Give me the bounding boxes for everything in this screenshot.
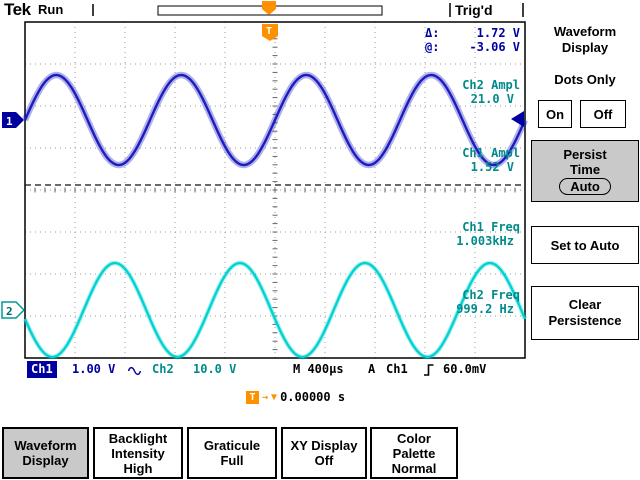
acquisition-status: Run (38, 2, 64, 17)
measurement-label: Ch1 Freq (462, 220, 520, 234)
cursor-delta-row: Δ: 1.72 V (425, 26, 520, 40)
trigger-time-row: T → ▼ 0.00000 s (246, 390, 345, 404)
scope-canvas: 1 2 T (1, 1, 528, 360)
trigger-arrow-icon: → (262, 391, 269, 403)
trigger-position-pointer-icon: ▼ (271, 391, 278, 403)
measurement-value: 1.52 V (470, 160, 514, 174)
svg-text:T: T (266, 26, 272, 37)
bottom-menu-waveform-display[interactable]: Waveform Display (2, 427, 89, 479)
measurement-label: Ch1 Ampl (462, 146, 520, 160)
trigger-t-icon: T (246, 390, 259, 404)
trigger-position-bar (157, 5, 383, 16)
measurement-ch1-freq: Ch1 Freq 1.003kHz (390, 220, 520, 248)
persist-time-label-line1: Persist (563, 147, 607, 162)
trigger-status: Trig'd (455, 2, 493, 18)
set-to-auto-button[interactable]: Set to Auto (531, 226, 639, 264)
measurement-label: Ch2 Freq (462, 288, 520, 302)
ch1-position-marker (2, 112, 24, 128)
timebase-readout: M 400µs (293, 362, 344, 376)
side-menu-title: Waveform Display (553, 24, 617, 55)
trigger-level-t-marker (262, 24, 278, 41)
measurement-value: 999.2 Hz (456, 302, 514, 316)
ch2-label: Ch2 (152, 362, 174, 376)
cursor-readouts: Δ: 1.72 V @: -3.06 V (425, 26, 520, 54)
bottom-menu-graticule[interactable]: Graticule Full (187, 427, 277, 479)
bottom-menu-backlight-intensity[interactable]: Backlight Intensity High (93, 427, 183, 479)
dots-only-on-button[interactable]: On (538, 100, 572, 128)
persist-time-label-line2: Time (569, 162, 601, 177)
bottom-menu-xy-display[interactable]: XY Display Off (281, 427, 367, 479)
ch1-coupling-icon (128, 366, 141, 376)
cursor-at-row: @: -3.06 V (425, 40, 520, 54)
trigger-source-prefix: A (368, 362, 376, 376)
trigger-top-marker-icon (262, 1, 276, 15)
trigger-level: 60.0mV (443, 362, 487, 376)
ch1-channel-badge: Ch1 (27, 361, 57, 378)
bottom-menu-color-palette[interactable]: Color Palette Normal (370, 427, 458, 479)
ch1-scale: 1.00 V (72, 362, 116, 376)
right-reference-arrow (511, 111, 524, 127)
cursor-at-value: -3.06 V (469, 40, 520, 54)
measurement-ch1-ampl: Ch1 Ampl 1.52 V (390, 146, 520, 174)
brand-logo: Tek (4, 0, 31, 19)
trigger-time-offset: 0.00000 s (280, 390, 346, 404)
cursor-at-label: @: (425, 40, 440, 54)
rising-edge-icon (424, 364, 434, 376)
ch2-position-marker (1, 301, 26, 319)
persist-time-button[interactable]: Persist Time Auto (531, 140, 639, 202)
svg-text:2: 2 (6, 305, 13, 318)
measurement-ch2-freq: Ch2 Freq 999.2 Hz (390, 288, 520, 316)
trigger-source: Ch1 (386, 362, 408, 376)
clear-persistence-button[interactable]: Clear Persistence (531, 286, 639, 340)
measurement-value: 21.0 V (470, 92, 514, 106)
cursor-delta-label: Δ: (425, 26, 440, 40)
measurement-value: 1.003kHz (456, 234, 514, 248)
cursor-delta-value: 1.72 V (476, 26, 520, 40)
svg-text:1: 1 (6, 115, 13, 128)
measurement-label: Ch2 Ampl (462, 78, 520, 92)
measurement-ch2-ampl: Ch2 Ampl 21.0 V (390, 78, 520, 106)
dots-only-off-button[interactable]: Off (580, 100, 626, 128)
persist-time-value: Auto (559, 178, 611, 195)
ch2-scale: 10.0 V (193, 362, 237, 376)
side-menu-dots-only-label: Dots Only (554, 72, 616, 87)
